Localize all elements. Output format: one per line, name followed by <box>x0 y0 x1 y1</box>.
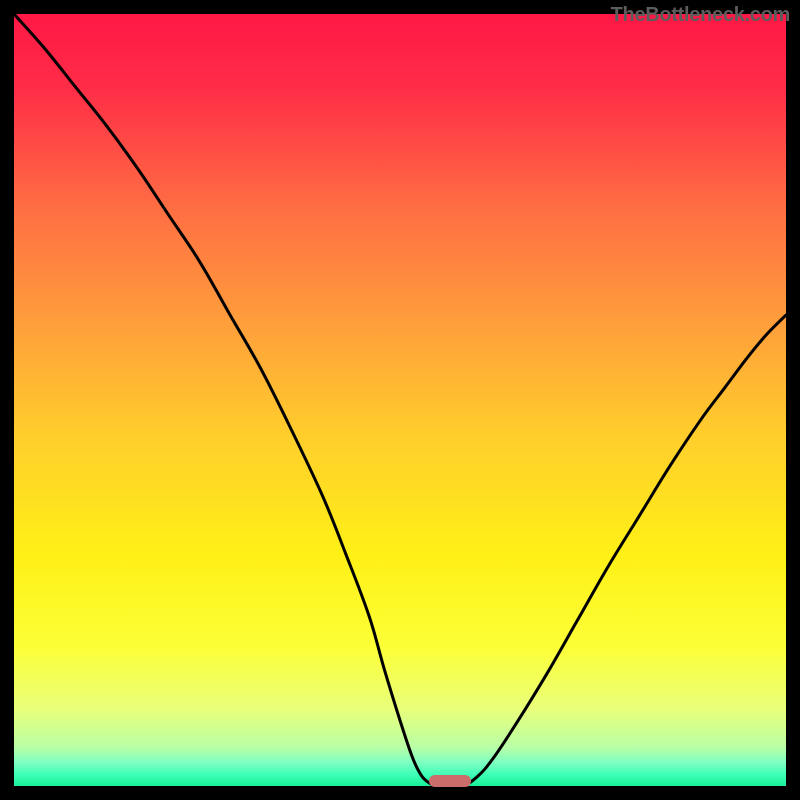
minimum-marker <box>429 775 471 787</box>
chart-background <box>14 14 786 786</box>
chart-container <box>14 14 786 786</box>
watermark-text: TheBottleneck.com <box>611 4 790 27</box>
chart-svg <box>14 14 786 786</box>
